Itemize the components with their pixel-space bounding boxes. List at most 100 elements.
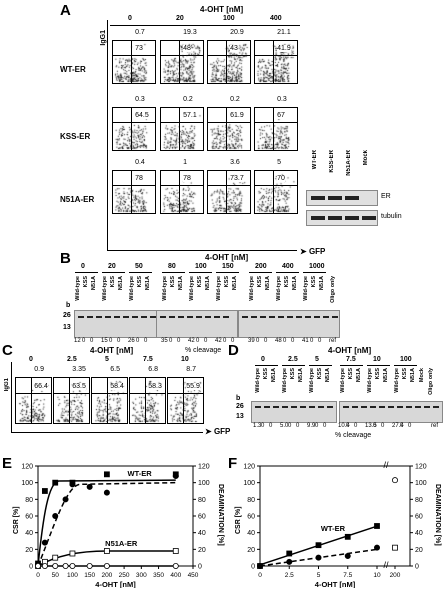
data-point-open-square	[172, 548, 179, 554]
flow-plot	[254, 107, 298, 151]
cleavage-value: ref	[431, 423, 439, 429]
data-point-filled-circle	[41, 539, 48, 546]
gel-band-26	[123, 316, 129, 318]
y-tick-label: 80	[25, 497, 33, 504]
data-point-open-circle	[69, 563, 76, 570]
scatter-dots	[161, 171, 203, 213]
lower-quadrant-value: 58.4	[110, 383, 124, 391]
y-tick-label-right: 100	[198, 480, 210, 487]
y-tick-label: 40	[247, 530, 255, 537]
data-point-filled-square	[103, 471, 110, 478]
data-point-open-square	[69, 550, 76, 557]
gel-band-26	[132, 316, 138, 318]
gel-band-26	[87, 316, 93, 318]
panel-c-yaxis-line	[11, 362, 12, 432]
flow-plot	[254, 40, 298, 84]
lane-label: N51A	[325, 368, 331, 383]
y-tick-label-right: 120	[415, 464, 427, 471]
x-tick-label: 450	[188, 572, 199, 579]
series-label: WT-ER	[128, 469, 153, 478]
panel-c-xaxis-line	[11, 432, 203, 433]
lane-label: KSS	[311, 276, 317, 288]
scatter-dots	[208, 41, 250, 83]
concentration-label: 0	[261, 356, 265, 363]
concentration-label: 1000	[309, 263, 325, 270]
upper-quadrant-value: 5	[277, 159, 281, 166]
lane-label: Wild-type	[216, 276, 222, 301]
cleavage-value: ref	[329, 338, 337, 344]
gel-band-26	[214, 316, 220, 318]
lane-label: N51A	[383, 368, 389, 383]
panel-e-letter: E	[2, 455, 13, 472]
concentration-label: 2.5	[288, 356, 298, 363]
y-axis-label-right: DEAMINATION [%]	[217, 484, 224, 546]
data-point-open-circle	[103, 563, 110, 570]
gel-band-26	[318, 406, 324, 408]
y-tick-label: 100	[21, 480, 33, 487]
panel-c-header: 4-OHT [nM]	[90, 346, 134, 355]
gel-band-26	[296, 316, 302, 318]
data-point-filled-square	[315, 542, 322, 549]
lane-label: Wild-type	[282, 368, 288, 393]
gel-band-26	[388, 406, 394, 408]
lane-label: N51A	[205, 276, 211, 291]
gel-band-26	[370, 406, 376, 408]
lane-label: Wild-type	[189, 276, 195, 301]
gel-band-26	[242, 316, 248, 318]
lane-label: Wild-type	[367, 368, 373, 393]
cleavage-value: 13.5	[365, 423, 377, 429]
gel-band-26	[255, 406, 261, 408]
gel-band-26	[300, 406, 306, 408]
axis-break-mark: //	[383, 560, 389, 570]
concentration-label: 20	[108, 263, 116, 270]
upper-quadrant-value: 3.35	[72, 366, 86, 373]
lane-label: Wild-type	[129, 276, 135, 301]
lane-label: KSS	[317, 368, 323, 380]
lane-label: Wild-type	[394, 368, 400, 393]
cleavage-value: 0	[264, 338, 268, 344]
panel-d-letter: D	[228, 342, 239, 359]
group-rule	[129, 272, 152, 273]
lower-quadrant-value: 61.9	[230, 112, 244, 120]
flow-plot	[129, 377, 166, 424]
lower-quadrant-value: 64.5	[135, 112, 149, 120]
gel-band-26	[223, 316, 229, 318]
gel-band-26	[160, 316, 166, 318]
series-label: WT-ER	[321, 524, 346, 533]
western-tubulin-blot	[306, 210, 378, 226]
cleavage-value: 0	[346, 423, 350, 429]
gel-strip	[339, 401, 443, 423]
lane-label: KSS	[263, 368, 269, 380]
group-rule	[303, 272, 326, 273]
size-marker: 13	[236, 413, 244, 420]
gel-strip	[238, 310, 340, 338]
data-point-filled-circle	[172, 472, 179, 479]
x-tick-label: 200	[101, 572, 112, 579]
x-tick-label: 2.5	[285, 572, 294, 579]
gel-band-26	[323, 316, 329, 318]
x-tick-label: 0	[36, 572, 40, 579]
gel-band-26	[105, 316, 111, 318]
lane-label: N51A	[145, 276, 151, 291]
gel-band-26	[269, 316, 275, 318]
y-tick-label-right: 80	[415, 497, 423, 504]
gel-band-26	[260, 316, 266, 318]
flow-plot	[112, 107, 156, 151]
x-tick-label: 50	[52, 572, 60, 579]
y-tick-label: 20	[25, 547, 33, 554]
scatter-dots	[113, 41, 155, 83]
panel-b-letter: B	[60, 250, 71, 267]
cleavage-value: 39	[248, 338, 255, 344]
group-rule	[367, 365, 390, 366]
cleavage-value: 9.9	[307, 423, 316, 429]
data-point-filled-circle	[256, 563, 263, 570]
upper-quadrant-value: 20.9	[230, 29, 244, 36]
flow-plot	[112, 170, 156, 214]
size-marker: 26	[236, 403, 244, 410]
group-rule	[102, 272, 125, 273]
size-marker: 26	[63, 312, 71, 319]
data-point-filled-square	[374, 523, 380, 529]
concentration-label: 7.5	[143, 356, 153, 363]
cleavage-value: 0	[408, 423, 412, 429]
y-axis-label-left: CSR [%]	[235, 506, 242, 534]
